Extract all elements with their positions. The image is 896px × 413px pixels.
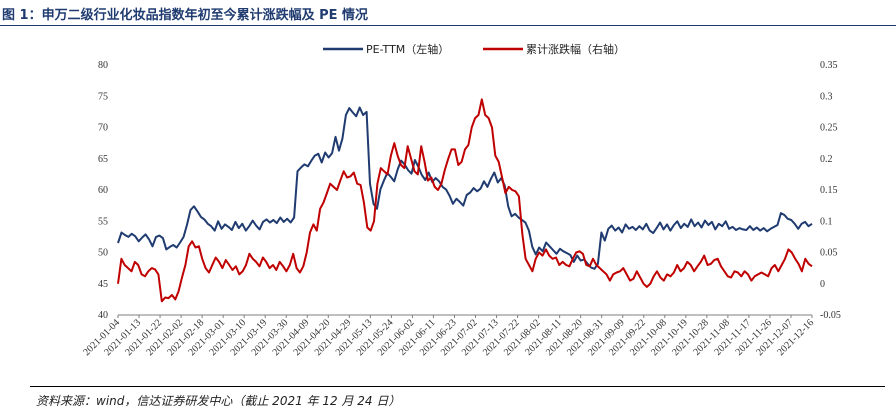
legend: PE-TTM（左轴） 累计涨跌幅（右轴） [323,42,625,56]
y-left-tick-label: 65 [98,154,108,165]
y-left-tick-label: 80 [98,60,108,71]
y-right-tick-label: 0.1 [820,216,833,227]
footer-rule [30,386,885,387]
y-right-tick-label: 0.35 [820,60,838,71]
legend-pe-label: PE-TTM（左轴） [366,42,449,56]
y-right-tick-label: 0.3 [820,91,833,102]
y-right-tick-label: 0.25 [820,123,838,134]
y-right-tick-label: 0.15 [820,185,838,196]
source-note: 资料来源：wind，信达证券研发中心（截止 2021 年 12 月 24 日） [36,394,401,408]
y-left-tick-label: 45 [98,279,108,290]
y-left-tick-label: 75 [98,91,108,102]
y-left-tick-label: 50 [98,248,108,259]
figure-title: 图 1：申万二级行业化妆品指数年初至今累计涨跌幅及 PE 情况 [2,8,369,23]
series-line-cumulative-return [117,98,813,303]
y-right-tick-label: 0.05 [820,248,838,259]
y-left-tick-label: 70 [98,123,108,134]
y-left-tick-label: 40 [98,310,108,321]
legend-cum-label: 累计涨跌幅（右轴） [526,42,625,56]
title-rule [0,25,896,26]
series-layer [117,98,813,303]
y-right-tick-label: 0 [820,279,825,290]
y-right-tick-label: 0.2 [820,154,833,165]
y-right-tick-label: -0.05 [820,310,841,321]
y-left-tick-label: 60 [98,185,108,196]
y-left-tick-label: 55 [98,216,108,227]
series-line-pe-ttm [117,106,813,270]
